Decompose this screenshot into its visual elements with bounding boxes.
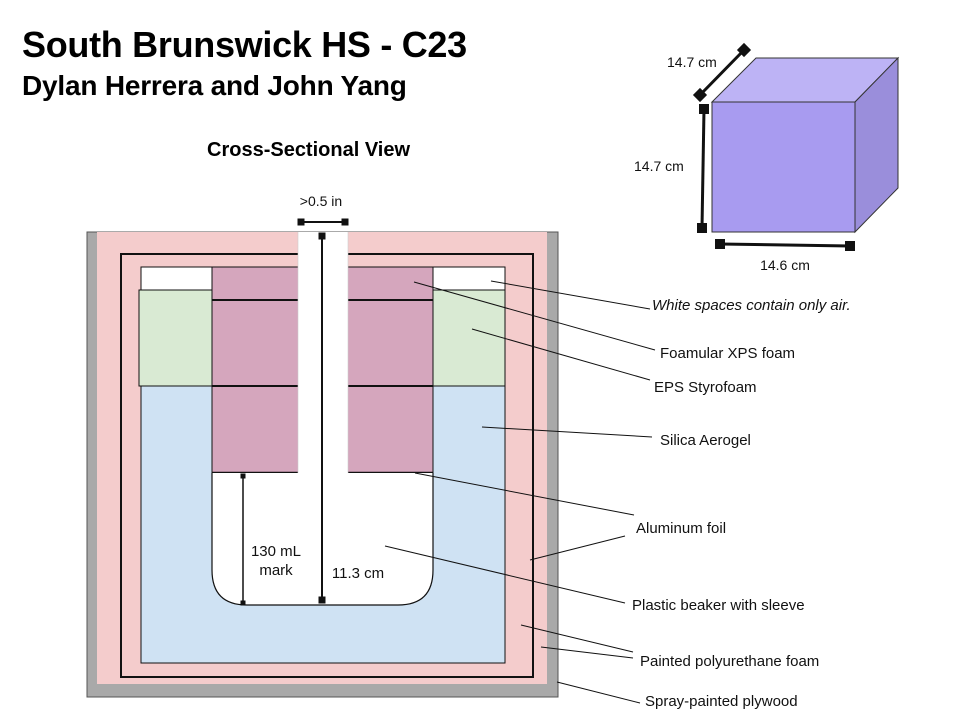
legend-polyurethane-foam: Painted polyurethane foam [640, 653, 819, 670]
legend-eps-styrofoam: EPS Styrofoam [654, 379, 757, 396]
dimension-endpoint [240, 600, 246, 606]
legend-plywood: Spray-painted plywood [645, 693, 798, 710]
cross-section-heading: Cross-Sectional View [207, 139, 411, 161]
leader-line [384, 545, 626, 604]
dimension-endpoint [240, 473, 246, 479]
eps-styrofoam-left [138, 289, 213, 387]
leader-line [471, 328, 651, 381]
leader-lines [384, 280, 656, 704]
cube-width-dimension [719, 242, 851, 248]
dimension-endpoint [297, 218, 305, 226]
leader-line [413, 281, 656, 351]
rod-gap-label: >0.5 in [300, 193, 342, 209]
legend: White spaces contain only air. Foamular … [632, 297, 851, 710]
dimension-endpoint [736, 42, 752, 58]
cube-depth-dimension [698, 48, 746, 97]
aluminum-foil-outer-line [120, 253, 534, 678]
leader-line [414, 472, 635, 516]
leader-line [481, 426, 653, 438]
authors-subtitle: Dylan Herrera and John Yang [22, 70, 407, 101]
dimension-endpoint [715, 239, 725, 249]
beaker-mark-label: 130 mL [251, 543, 301, 560]
air-gap-left [140, 266, 213, 291]
page-title: South Brunswick HS - C23 [22, 24, 467, 65]
cube-height-dimension [700, 108, 706, 229]
legend-aluminum-foil: Aluminum foil [636, 520, 726, 537]
cube-height-label: 14.7 cm [634, 158, 684, 174]
legend-silica-aerogel: Silica Aerogel [660, 432, 751, 449]
cube-width-label: 14.6 cm [760, 257, 810, 273]
leader-line [540, 646, 634, 659]
dimension-endpoint [318, 596, 326, 604]
cube-front-face [711, 101, 856, 233]
cube-illustration: 14.7 cm 14.7 cm 14.6 cm [634, 42, 900, 273]
dimension-endpoint [341, 218, 349, 226]
legend-air-note: White spaces contain only air. [652, 297, 851, 314]
leader-line [520, 624, 634, 653]
leader-line [490, 280, 651, 310]
air-gap-right [432, 266, 506, 291]
dimension-endpoint [845, 241, 855, 251]
dimension-endpoint [318, 232, 326, 240]
cross-section: >0.5 in 130 mL mark 11.3 cm [86, 193, 559, 698]
legend-plastic-beaker: Plastic beaker with sleeve [632, 597, 805, 614]
leader-line [556, 681, 641, 704]
legend-xps-foam: Foamular XPS foam [660, 345, 795, 362]
cube-depth-label: 14.7 cm [667, 54, 717, 70]
dimension-endpoint [697, 223, 707, 233]
rod-length-label: 11.3 cm [332, 565, 384, 582]
eps-styrofoam-right [432, 289, 506, 387]
dimension-endpoint [692, 87, 708, 103]
beaker-mark-label: mark [259, 562, 293, 579]
leader-line [529, 535, 626, 561]
dimension-endpoint [699, 104, 709, 114]
